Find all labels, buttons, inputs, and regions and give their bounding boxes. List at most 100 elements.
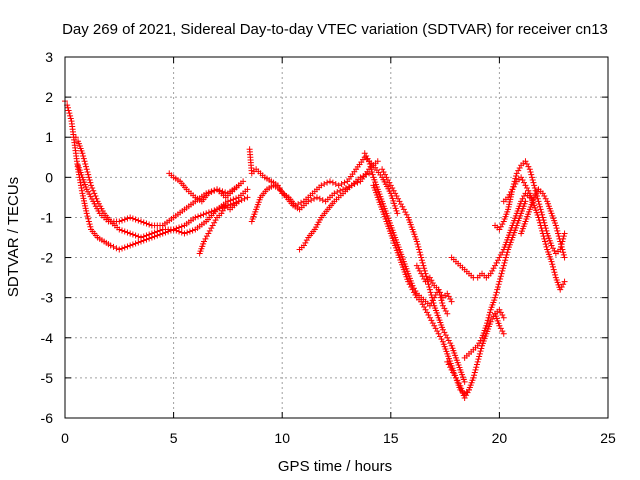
data-point-fill bbox=[391, 202, 398, 209]
data-point bbox=[487, 318, 494, 325]
data-point bbox=[522, 158, 529, 165]
data-point-fill bbox=[402, 209, 409, 216]
data-point-fill bbox=[428, 291, 435, 298]
data-point-fill bbox=[542, 195, 549, 202]
data-point-fill bbox=[337, 187, 344, 194]
data-point-fill bbox=[208, 189, 215, 196]
data-point-fill bbox=[538, 225, 545, 232]
data-point bbox=[138, 218, 145, 225]
data-point-fill bbox=[528, 171, 535, 178]
data-point bbox=[426, 286, 433, 293]
y-tick-labels: -6 -5 -4 -3 -2 -1 0 1 2 3 bbox=[41, 49, 54, 426]
data-point-fill bbox=[445, 337, 452, 344]
data-point-fill bbox=[129, 231, 136, 238]
data-point bbox=[535, 214, 542, 221]
data-point bbox=[496, 278, 503, 285]
data-point bbox=[496, 322, 503, 329]
data-point bbox=[116, 246, 123, 253]
data-point bbox=[557, 286, 564, 293]
data-point-fill bbox=[308, 197, 315, 204]
data-point-fill bbox=[203, 233, 210, 240]
data-point-fill bbox=[334, 189, 341, 196]
series-6 bbox=[248, 170, 373, 225]
data-point bbox=[448, 298, 455, 305]
data-point-fill bbox=[425, 312, 432, 319]
data-point-fill bbox=[80, 195, 87, 202]
data-point-fill bbox=[558, 243, 565, 250]
data-point bbox=[448, 366, 455, 373]
data-point-fill bbox=[486, 312, 493, 319]
data-point bbox=[561, 278, 568, 285]
data-point bbox=[224, 198, 231, 205]
data-point bbox=[366, 158, 373, 165]
data-point bbox=[513, 170, 520, 177]
data-point-fill bbox=[189, 227, 196, 234]
data-point-fill bbox=[238, 197, 245, 204]
data-point-fill bbox=[384, 177, 391, 184]
data-point-fill bbox=[79, 192, 86, 199]
y-tick-label: 3 bbox=[45, 49, 53, 65]
data-point-fill bbox=[478, 345, 485, 352]
data-point-fill bbox=[132, 216, 139, 223]
data-point bbox=[431, 322, 438, 329]
data-point bbox=[435, 330, 442, 337]
data-point-fill bbox=[523, 185, 530, 192]
data-point-fill bbox=[445, 361, 452, 368]
data-point bbox=[422, 306, 429, 313]
data-point-fill bbox=[549, 261, 556, 268]
data-point-fill bbox=[476, 340, 483, 347]
data-point-fill bbox=[455, 380, 462, 387]
y-tick-label: -3 bbox=[41, 290, 54, 306]
data-point-fill bbox=[124, 229, 131, 236]
data-point bbox=[561, 254, 568, 261]
data-point bbox=[235, 198, 242, 205]
data-point-fill bbox=[502, 257, 509, 264]
chart-title: Day 269 of 2021, Sidereal Day-to-day VTE… bbox=[62, 21, 608, 38]
data-point bbox=[548, 242, 555, 249]
data-point bbox=[300, 242, 307, 249]
data-point bbox=[326, 178, 333, 185]
data-point bbox=[426, 314, 433, 321]
data-point-fill bbox=[497, 273, 504, 280]
data-point bbox=[487, 270, 494, 277]
data-point-fill bbox=[451, 372, 458, 379]
series-16 bbox=[500, 174, 568, 293]
data-point bbox=[452, 374, 459, 381]
data-point bbox=[116, 226, 123, 233]
data-point-fill bbox=[85, 171, 92, 178]
data-point-fill bbox=[506, 198, 513, 205]
data-point-fill bbox=[493, 289, 500, 296]
data-point bbox=[439, 302, 446, 309]
data-point bbox=[496, 226, 503, 233]
x-tick-label: 0 bbox=[61, 430, 69, 446]
data-point-fill bbox=[501, 259, 508, 266]
data-point-fill bbox=[197, 212, 204, 219]
data-point-fill bbox=[135, 217, 142, 224]
data-point-fill bbox=[324, 179, 331, 186]
data-point bbox=[500, 262, 507, 269]
data-point-fill bbox=[80, 152, 87, 159]
y-tick-label: -4 bbox=[41, 330, 54, 346]
data-point-fill bbox=[84, 213, 91, 220]
data-point-fill bbox=[397, 201, 404, 208]
data-point-fill bbox=[497, 223, 504, 230]
data-point-fill bbox=[82, 160, 89, 167]
data-point-fill bbox=[510, 183, 517, 190]
data-point-fill bbox=[476, 350, 483, 357]
data-point-fill bbox=[541, 193, 548, 200]
data-point bbox=[505, 194, 512, 201]
data-point bbox=[557, 238, 564, 245]
data-point-fill bbox=[555, 230, 562, 237]
data-point-fill bbox=[476, 353, 483, 360]
data-point bbox=[79, 190, 86, 197]
data-point-fill bbox=[525, 187, 532, 194]
y-tick-label: -6 bbox=[41, 410, 54, 426]
data-point-fill bbox=[419, 273, 426, 280]
data-point bbox=[548, 258, 555, 265]
data-point-fill bbox=[364, 155, 371, 162]
data-point-fill bbox=[536, 219, 543, 226]
data-point-fill bbox=[506, 191, 513, 198]
data-point bbox=[392, 190, 399, 197]
data-point bbox=[361, 150, 368, 157]
